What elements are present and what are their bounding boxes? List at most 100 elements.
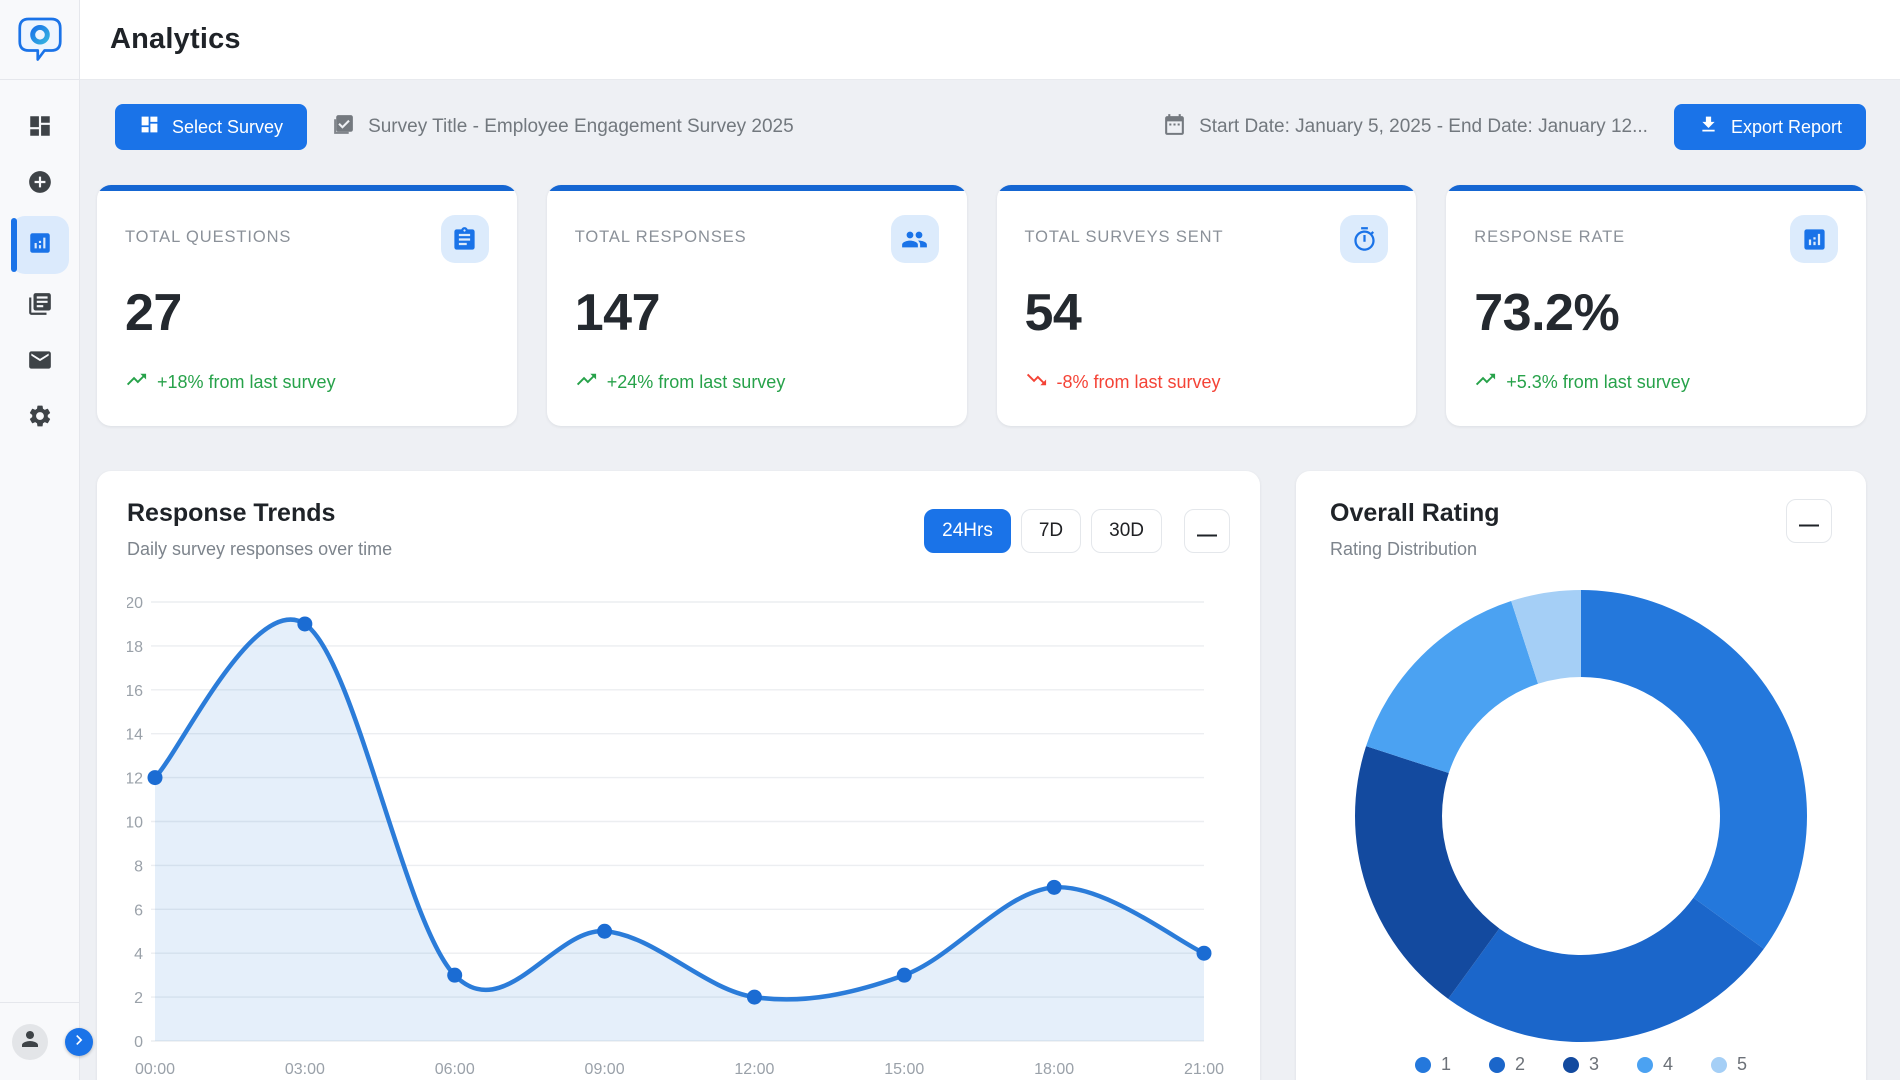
legend-item[interactable]: 4 [1637,1054,1673,1075]
svg-text:18:00: 18:00 [1034,1061,1074,1078]
trending-up-icon [1474,368,1497,396]
stat-trend: +18% from last survey [125,368,489,396]
svg-text:18: 18 [127,639,143,656]
sidebar-item-settings[interactable] [12,394,68,442]
range-button-30d[interactable]: 30D [1091,509,1162,553]
legend-dot [1562,1056,1579,1073]
legend-label: 4 [1663,1054,1674,1074]
avatar[interactable] [12,1023,48,1060]
svg-text:14: 14 [127,727,143,744]
charts-row: Response Trends Daily survey responses o… [97,471,1866,1080]
stat-value: 73.2% [1474,284,1620,342]
sidebar-item-dashboard[interactable] [12,104,68,152]
stat-value: 27 [125,284,182,342]
sidebar-item-analytics[interactable] [10,216,69,274]
svg-text:03:00: 03:00 [285,1061,325,1078]
stat-trend-text: +24% from last survey [606,371,786,392]
people-icon [890,215,939,263]
toolbar: Select Survey Survey Title - Employee En… [97,104,1866,150]
sidebar-item-create[interactable] [12,160,68,208]
survey-title-group: Survey Title - Employee Engagement Surve… [331,112,794,143]
trending-up-icon [125,368,148,396]
legend-label: 1 [1440,1054,1451,1074]
toolbar-left: Select Survey Survey Title - Employee En… [115,104,794,150]
stat-card-response-rate: RESPONSE RATE 73.2% +5.3% from last surv… [1446,185,1866,426]
svg-text:10: 10 [127,815,143,832]
stat-card-top-border [546,185,967,191]
svg-text:06:00: 06:00 [435,1061,475,1078]
range-button-7d[interactable]: 7D [1020,509,1082,553]
svg-text:20: 20 [127,595,143,612]
legend-item[interactable]: 1 [1414,1054,1451,1075]
download-icon [1698,114,1719,140]
svg-text:6: 6 [134,902,143,919]
overall-rating-titles: Overall Rating Rating Distribution [1330,499,1500,560]
stat-card-top-border [1446,185,1866,191]
app-logo[interactable] [0,0,79,80]
legend-dot [1488,1056,1505,1073]
date-range-group[interactable]: Start Date: January 5, 2025 - End Date: … [1162,112,1648,143]
stat-trend-text: -8% from last survey [1056,371,1221,392]
stat-trend-text: +5.3% from last survey [1506,371,1690,392]
svg-text:21:00: 21:00 [1184,1061,1224,1078]
select-survey-label: Select Survey [172,116,284,137]
trending-down-icon [1025,368,1048,396]
page-title: Analytics [110,23,241,55]
stats-row: TOTAL QUESTIONS 27 +18% from last survey [97,185,1866,426]
stat-title: RESPONSE RATE [1474,228,1626,246]
overall-rating-subtitle: Rating Distribution [1330,539,1478,559]
svg-text:16: 16 [127,683,143,700]
dashboard-icon [27,113,53,144]
stat-card-total-questions: TOTAL QUESTIONS 27 +18% from last survey [97,185,517,426]
date-range-text: Start Date: January 5, 2025 - End Date: … [1199,116,1648,137]
stat-title: TOTAL RESPONSES [574,228,747,246]
toolbar-right: Start Date: January 5, 2025 - End Date: … [1162,104,1866,150]
stat-value: 54 [1024,284,1082,342]
svg-text:4: 4 [134,946,143,963]
legend-label: 3 [1588,1054,1599,1074]
chevron-right-icon [69,1030,89,1053]
response-trends-subtitle: Daily survey responses over time [127,539,393,559]
legend-item[interactable]: 3 [1562,1054,1599,1075]
mail-icon [27,347,53,378]
sidebar-item-mail[interactable] [12,338,68,386]
stat-trend: -8% from last survey [1025,368,1389,396]
legend-label: 2 [1514,1054,1525,1074]
legend-item[interactable]: 2 [1488,1054,1525,1075]
legend-dot [1637,1056,1653,1073]
analytics-icon [27,230,53,261]
calendar-icon [1162,112,1187,143]
overall-rating-title: Overall Rating [1330,499,1500,527]
svg-text:12: 12 [127,771,143,788]
main-area: Analytics Select Survey Su [80,0,1900,1080]
export-report-button[interactable]: Export Report [1673,104,1866,150]
add-circle-icon [27,169,53,200]
survey-title-text: Survey Title - Employee Engagement Surve… [368,116,794,137]
stat-value: 147 [574,284,661,342]
stat-card-top-border [996,185,1417,191]
sidebar-nav [0,80,79,1002]
legend-dot [1414,1056,1431,1073]
select-survey-button[interactable]: Select Survey [115,104,308,150]
rating-donut-chart [1355,590,1807,1042]
svg-text:00:00: 00:00 [135,1061,175,1078]
stat-title: TOTAL SURVEYS SENT [1024,228,1224,246]
sidebar-expand-button[interactable] [65,1027,93,1056]
response-trends-line-chart: 0 2 4 6 8 10 12 14 16 18 20 00:00 03:00 06:00 09:00 12:… [127,595,1224,1078]
documents-icon [27,291,53,322]
range-button-24hrs[interactable]: 24Hrs [924,509,1011,553]
bar-chart-icon [1790,215,1838,263]
sidebar-item-surveys[interactable] [12,282,68,330]
sidebar [0,0,93,1080]
chat-bubble-logo-icon [13,10,67,69]
legend-item[interactable]: 5 [1711,1054,1747,1075]
sidebar-footer [0,1002,93,1080]
minimize-trends-button[interactable]: — [1184,509,1230,553]
range-toggle-group: 24Hrs 7D 30D [914,509,1162,553]
response-trends-card: Response Trends Daily survey responses o… [97,471,1260,1080]
response-trends-title: Response Trends [127,499,336,527]
minimize-rating-button[interactable]: — [1786,499,1832,543]
stat-card-top-border [97,185,517,191]
svg-text:0: 0 [134,1034,143,1051]
